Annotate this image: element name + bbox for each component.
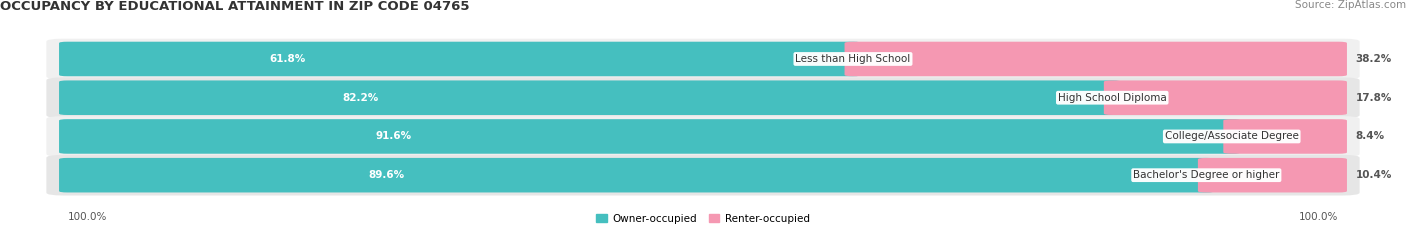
Text: 17.8%: 17.8%: [1355, 93, 1392, 103]
Legend: Owner-occupied, Renter-occupied: Owner-occupied, Renter-occupied: [592, 209, 814, 228]
Text: OCCUPANCY BY EDUCATIONAL ATTAINMENT IN ZIP CODE 04765: OCCUPANCY BY EDUCATIONAL ATTAINMENT IN Z…: [0, 0, 470, 13]
Text: 10.4%: 10.4%: [1355, 170, 1392, 180]
Text: 89.6%: 89.6%: [368, 170, 405, 180]
FancyBboxPatch shape: [46, 155, 1360, 195]
FancyBboxPatch shape: [59, 158, 1215, 192]
Text: 100.0%: 100.0%: [67, 212, 107, 222]
Text: 38.2%: 38.2%: [1355, 54, 1392, 64]
Text: 61.8%: 61.8%: [270, 54, 305, 64]
FancyBboxPatch shape: [59, 119, 1240, 154]
FancyBboxPatch shape: [59, 42, 862, 76]
FancyBboxPatch shape: [1223, 119, 1347, 154]
FancyBboxPatch shape: [1198, 158, 1347, 192]
Text: 82.2%: 82.2%: [342, 93, 378, 103]
FancyBboxPatch shape: [59, 80, 1121, 115]
Text: 91.6%: 91.6%: [375, 131, 412, 141]
Text: Bachelor's Degree or higher: Bachelor's Degree or higher: [1133, 170, 1279, 180]
FancyBboxPatch shape: [46, 116, 1360, 157]
FancyBboxPatch shape: [46, 77, 1360, 118]
FancyBboxPatch shape: [46, 39, 1360, 79]
Text: 8.4%: 8.4%: [1355, 131, 1385, 141]
FancyBboxPatch shape: [845, 42, 1347, 76]
Text: Less than High School: Less than High School: [796, 54, 911, 64]
Text: College/Associate Degree: College/Associate Degree: [1164, 131, 1299, 141]
FancyBboxPatch shape: [1104, 80, 1347, 115]
Text: Source: ZipAtlas.com: Source: ZipAtlas.com: [1295, 0, 1406, 10]
Text: 100.0%: 100.0%: [1299, 212, 1339, 222]
Text: High School Diploma: High School Diploma: [1057, 93, 1167, 103]
